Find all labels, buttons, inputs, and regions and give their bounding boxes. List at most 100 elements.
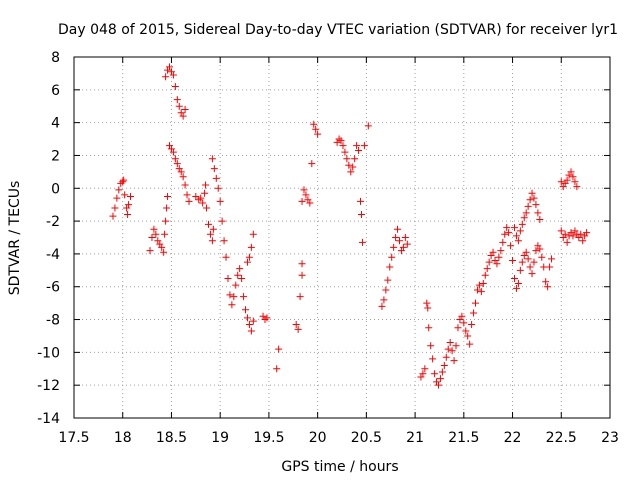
data-point	[512, 284, 520, 292]
data-point	[528, 270, 536, 278]
data-point	[314, 130, 322, 138]
data-point	[304, 196, 312, 204]
data-point	[148, 234, 156, 241]
data-point	[300, 186, 308, 194]
chart-title: Day 048 of 2015, Sidereal Day-to-day VTE…	[58, 22, 618, 38]
data-point	[518, 220, 526, 228]
data-point	[204, 220, 212, 228]
data-point	[161, 230, 169, 238]
data-point	[232, 281, 240, 289]
data-point	[222, 253, 230, 261]
data-point	[171, 83, 179, 91]
data-point	[392, 234, 400, 241]
data-point	[113, 194, 121, 202]
data-point	[530, 194, 538, 202]
data-point	[495, 253, 503, 261]
data-point	[434, 381, 442, 389]
data-point	[516, 266, 524, 274]
data-point	[208, 237, 216, 245]
data-point	[479, 279, 487, 287]
data-point	[210, 165, 218, 173]
data-point	[181, 106, 189, 114]
data-point	[536, 245, 544, 253]
data-point	[581, 232, 589, 240]
data-point	[201, 189, 209, 197]
data-point	[390, 243, 398, 251]
y-tick-label: -10	[37, 345, 60, 361]
data-point	[212, 174, 220, 182]
data-point	[115, 186, 123, 194]
data-point	[561, 230, 569, 238]
data-point	[567, 168, 575, 176]
data-point	[509, 256, 517, 264]
data-point	[421, 365, 429, 373]
data-point	[245, 320, 253, 328]
data-point	[120, 176, 128, 184]
y-tick-label: -2	[46, 214, 60, 230]
y-tick-labels: -14 -12 -10 -8 -6 -4 -2 0 2 4 6 8	[37, 50, 60, 427]
data-point	[575, 234, 583, 241]
data-point	[158, 243, 166, 251]
data-point	[199, 199, 207, 207]
y-tick-label: 8	[51, 50, 60, 66]
data-point	[208, 155, 216, 163]
data-point	[458, 312, 466, 320]
y-tick-label: -6	[46, 280, 60, 296]
data-point	[501, 230, 509, 238]
data-point	[440, 361, 448, 369]
data-point	[247, 243, 255, 251]
data-point	[386, 263, 394, 271]
data-point	[446, 339, 454, 347]
data-point	[436, 375, 444, 383]
data-point	[450, 357, 458, 365]
data-point	[345, 161, 353, 169]
data-point	[419, 370, 427, 378]
data-point	[384, 276, 392, 284]
data-point	[167, 68, 175, 76]
data-point	[528, 189, 536, 197]
data-point	[394, 225, 402, 233]
data-point	[166, 63, 174, 71]
grid-lines	[74, 57, 610, 418]
x-tick-label: 21	[406, 430, 424, 446]
data-point	[166, 142, 174, 150]
data-point	[124, 211, 132, 219]
data-point	[454, 324, 462, 332]
x-tick-label: 22.5	[546, 430, 577, 446]
data-point	[156, 240, 164, 248]
y-tick-label: -14	[37, 411, 60, 427]
data-point	[431, 370, 439, 378]
data-point	[557, 227, 565, 235]
data-point	[460, 319, 468, 327]
x-tick-label: 19.5	[253, 430, 284, 446]
data-point	[559, 234, 567, 241]
data-point	[111, 204, 119, 212]
data-point	[364, 122, 372, 130]
data-point	[573, 183, 581, 191]
data-point	[530, 258, 538, 266]
data-point	[489, 248, 497, 256]
data-point	[296, 293, 304, 301]
data-point	[238, 275, 246, 283]
data-point	[302, 191, 310, 199]
data-point	[243, 258, 251, 266]
data-point	[524, 202, 532, 210]
data-point	[185, 197, 193, 205]
data-point	[546, 263, 554, 271]
y-tick-label: -8	[46, 313, 60, 329]
data-point	[173, 96, 181, 104]
data-point	[499, 238, 507, 246]
data-point	[357, 197, 365, 205]
data-point	[518, 258, 526, 266]
data-point	[242, 306, 250, 314]
data-point	[485, 258, 493, 266]
data-point	[177, 168, 185, 176]
data-point	[378, 302, 386, 310]
data-point	[512, 232, 520, 240]
data-point	[351, 155, 359, 163]
data-point	[481, 271, 489, 279]
data-point	[423, 299, 431, 307]
x-tick-label: 22	[504, 430, 522, 446]
data-point	[544, 283, 552, 291]
